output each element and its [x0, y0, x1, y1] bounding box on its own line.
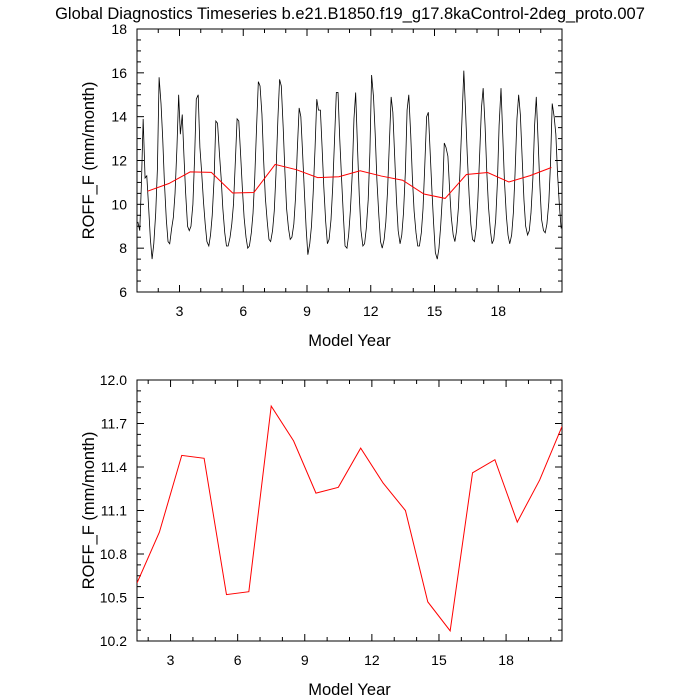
- x-tick-label: 15: [431, 652, 447, 668]
- y-tick-label: 10.2: [100, 633, 127, 649]
- plot-frame: [136, 379, 563, 642]
- y-tick-label: 10: [111, 196, 127, 212]
- y-tick-label: 12: [111, 153, 127, 169]
- x-tick-label: 15: [427, 303, 443, 319]
- y-tick-label: 18: [111, 21, 127, 37]
- y-tick-label: 12.0: [100, 372, 127, 388]
- y-tick-label: 8: [119, 240, 127, 256]
- figure-title: Global Diagnostics Timeseries b.e21.B185…: [55, 5, 645, 23]
- x-axis-label: Model Year: [308, 332, 391, 350]
- x-tick-label: 9: [303, 303, 311, 319]
- x-tick-label: 9: [301, 652, 309, 668]
- annual-mean-series-line: [147, 163, 552, 199]
- x-tick-label: 6: [239, 303, 247, 319]
- y-axis-label: ROFF_F (mm/month): [80, 432, 98, 590]
- x-tick-label: 18: [498, 652, 514, 668]
- y-tick-label: 11.7: [101, 416, 127, 432]
- y-tick-label: 14: [111, 109, 127, 125]
- annual-mean-series-line: [137, 404, 562, 633]
- x-axis-label: Model Year: [308, 681, 391, 699]
- x-tick-label: 3: [176, 303, 184, 319]
- monthly-series-line: [137, 70, 562, 260]
- y-tick-label: 6: [119, 284, 127, 300]
- x-tick-label: 6: [234, 652, 242, 668]
- x-tick-label: 18: [490, 303, 506, 319]
- y-tick-label: 10.8: [100, 546, 127, 562]
- y-tick-label: 11.1: [101, 503, 127, 519]
- y-tick-label: 16: [111, 65, 127, 81]
- x-tick-label: 3: [167, 652, 175, 668]
- y-tick-label: 10.5: [100, 590, 127, 606]
- y-tick-label: 11.4: [101, 459, 127, 475]
- x-tick-label: 12: [364, 652, 380, 668]
- top-panel: 3 6 9 12 15 18 6 8 10 12 14 16 18 Model Year ROFF_F (m…: [80, 21, 563, 350]
- bottom-panel: 3 6 9 12 15 18 10.2 10.5 10.8 11.1 11.4 11.7 12.0 Mod…: [80, 372, 563, 699]
- y-axis-label: ROFF_F (mm/month): [80, 82, 98, 240]
- x-tick-label: 12: [363, 303, 379, 319]
